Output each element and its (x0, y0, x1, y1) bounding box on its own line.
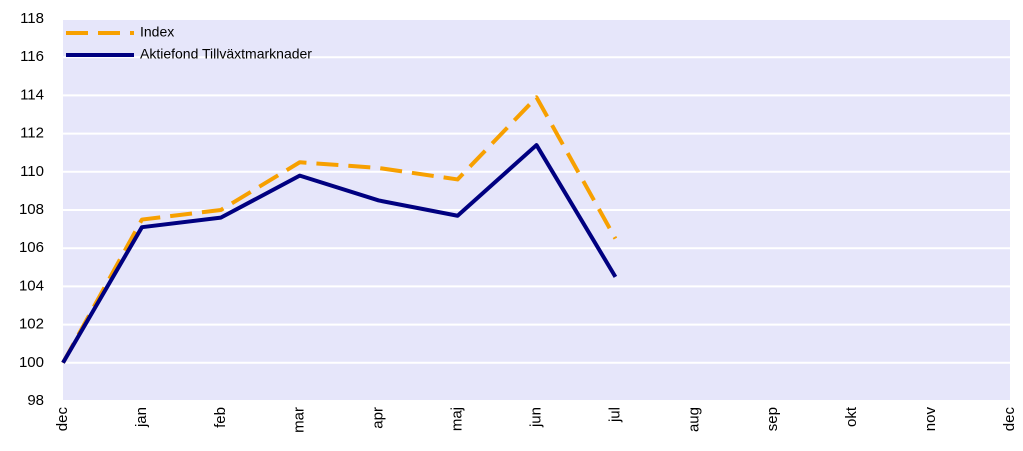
x-tick-label: maj (449, 407, 466, 431)
x-tick-label: sep (764, 407, 781, 431)
series-line (61, 95, 618, 364)
legend-label: Index (140, 24, 174, 40)
x-tick-label: mar (291, 407, 308, 433)
series-line (61, 143, 618, 364)
x-tick-label: jun (527, 407, 544, 428)
y-tick-label: 108 (19, 201, 44, 218)
y-tick-label: 114 (20, 86, 44, 103)
y-tick-label: 106 (19, 239, 44, 256)
x-tick-label: feb (212, 407, 229, 428)
x-tick-label: dec (1001, 407, 1018, 432)
x-tick-label: apr (370, 407, 387, 429)
x-tick-label: jul (606, 407, 623, 423)
x-tick-label: nov (922, 407, 939, 432)
y-tick-label: 110 (20, 163, 44, 180)
legend-label: Aktiefond Tillväxtmarknader (140, 46, 312, 62)
x-tick-label: dec (54, 407, 71, 432)
y-tick-label: 112 (20, 125, 44, 142)
y-tick-label: 116 (20, 48, 44, 65)
y-tick-label: 98 (27, 392, 44, 409)
y-tick-label: 100 (19, 354, 44, 371)
y-tick-label: 118 (20, 10, 44, 27)
y-tick-label: 102 (19, 316, 44, 333)
x-tick-label: aug (685, 407, 702, 432)
x-tick-label: okt (843, 406, 860, 427)
x-tick-label: jan (133, 407, 150, 428)
y-tick-label: 104 (19, 277, 44, 294)
